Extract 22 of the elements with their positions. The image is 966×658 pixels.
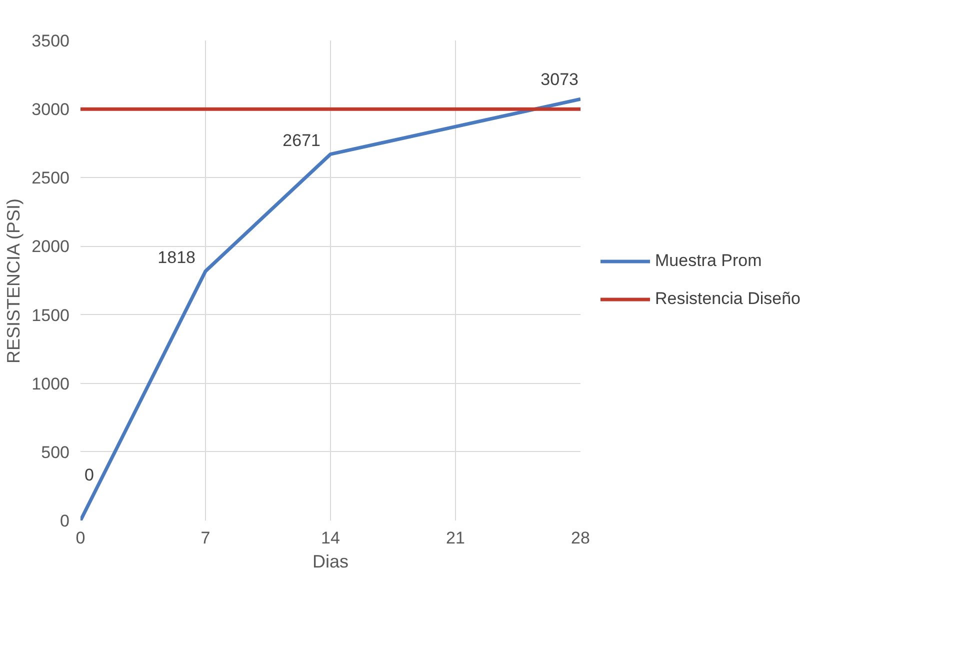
y-tick-label: 2500 (32, 168, 70, 188)
data-label: 1818 (158, 248, 196, 268)
line-series (80, 97, 580, 520)
x-tick-label: 7 (200, 528, 210, 548)
x-tick-label: 14 (321, 528, 340, 548)
legend-label: Resistencia Diseño (655, 289, 801, 309)
data-label: 3073 (540, 70, 579, 90)
y-tick-label: 2000 (32, 237, 70, 256)
data-label: 2671 (282, 131, 321, 150)
y-tick-label: 3500 (32, 32, 70, 50)
x-axis-title: Dias (312, 552, 349, 572)
data-label: 0 (84, 466, 94, 484)
y-tick-label: 1500 (32, 306, 70, 325)
y-tick-label: 3000 (32, 100, 70, 120)
x-tick-label: 21 (446, 528, 465, 548)
y-tick-label: 1000 (32, 374, 70, 394)
legend-label: Muestra Prom (655, 251, 762, 271)
y-tick-label: 500 (41, 442, 70, 462)
x-tick-label: 28 (571, 528, 590, 548)
y-tick-label: 0 (60, 512, 70, 530)
y-axis-title: RESISTENCIA (PSI) (4, 198, 24, 364)
x-tick-label: 0 (76, 528, 86, 548)
